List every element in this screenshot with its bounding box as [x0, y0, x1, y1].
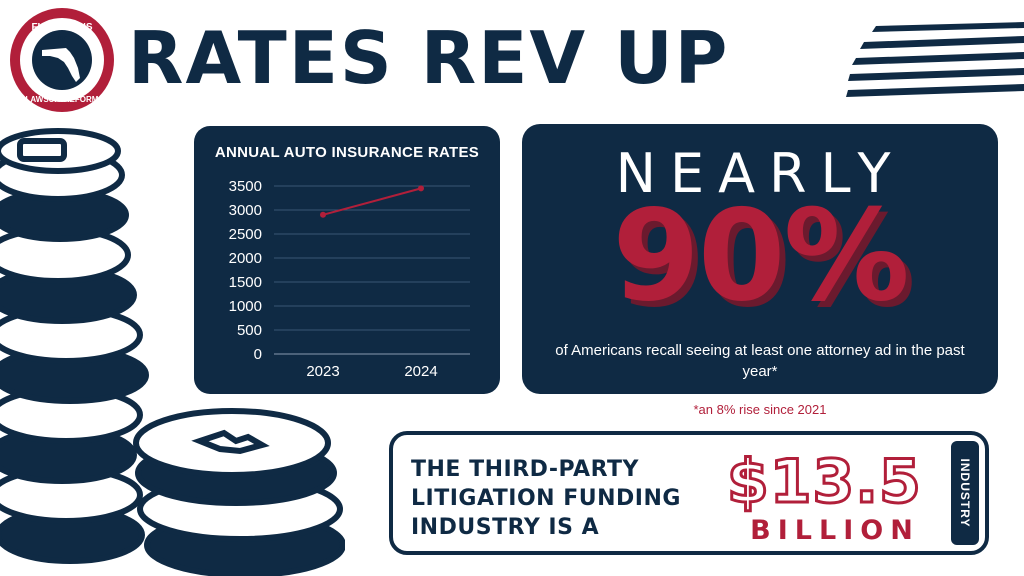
x-tick-label: 2023 — [306, 363, 339, 380]
auto-insurance-chart: ANNUAL AUTO INSURANCE RATES 0 500 1000 1500… — [194, 126, 500, 394]
series-line — [322, 187, 422, 216]
data-point — [418, 185, 424, 192]
logo-text-bottom: LAWSUIT REFORM — [26, 95, 99, 104]
logo-text-top: FLORIDIANS — [31, 22, 92, 33]
y-tick-label: 3000 — [229, 202, 262, 219]
stat-description: of Americans recall seeing at least one … — [555, 342, 965, 380]
attorney-ad-stat-card: NEARLY 90% of Americans recall seeing at… — [522, 124, 998, 394]
y-tick-label: 3500 — [229, 178, 262, 195]
funding-unit: BILLION — [750, 515, 920, 546]
y-tick-label: 2500 — [229, 226, 262, 243]
florida-map-icon — [42, 48, 80, 82]
y-tick-label: 2000 — [229, 250, 262, 267]
x-tick-label: 2024 — [404, 363, 437, 380]
brand-logo: FLORIDIANS for LAWSUIT REFORM — [8, 6, 116, 114]
stat-footnote: *an 8% rise since 2021 — [693, 402, 827, 417]
y-tick-label: 0 — [254, 346, 262, 363]
logo-text-mid: for — [57, 33, 67, 42]
funding-amount: $13.5 — [726, 446, 923, 519]
coin-stack-left — [0, 128, 149, 564]
speed-lines-icon — [846, 22, 1024, 97]
logo-badge-icon: FLORIDIANS for LAWSUIT REFORM — [10, 8, 114, 112]
y-tick-label: 1000 — [229, 298, 262, 315]
stat-qualifier: NEARLY — [615, 142, 905, 205]
data-point — [320, 211, 326, 218]
page-title: RATES REV UP — [128, 16, 730, 100]
chart-title: ANNUAL AUTO INSURANCE RATES — [214, 144, 480, 161]
y-tick-label: 1500 — [229, 274, 262, 291]
chart-plot: 0 500 1000 1500 2000 2500 3000 3500 2023 2024 — [229, 178, 470, 380]
litigation-funding-box: THE THIRD-PARTY LITIGATION FUNDING INDUS… — [389, 431, 989, 555]
industry-tab: INDUSTRY — [951, 441, 979, 545]
y-tick-label: 500 — [237, 322, 262, 339]
coin-stack-right — [133, 408, 345, 576]
stat-value: 90% — [612, 182, 910, 329]
industry-tab-label: INDUSTRY — [958, 458, 972, 528]
funding-statement: THE THIRD-PARTY LITIGATION FUNDING INDUS… — [411, 457, 681, 540]
coin-stack-illustration — [0, 128, 345, 576]
